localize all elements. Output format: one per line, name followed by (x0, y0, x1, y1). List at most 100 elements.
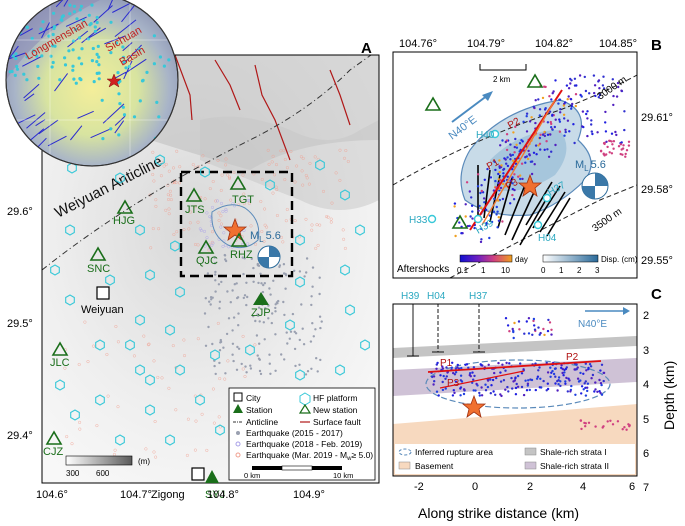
legend-c-box (395, 444, 635, 474)
station-syj (205, 470, 219, 483)
a-ytick-1: 29.6° (7, 206, 33, 218)
legend-station: Station (246, 405, 273, 415)
a-xtick-3: 104.8° (207, 489, 239, 501)
a-xtick-1: 104.6° (36, 489, 68, 501)
c-ytick-2: 3 (643, 345, 649, 357)
label-h33: H33 (409, 215, 428, 226)
station-jlc (51, 341, 69, 356)
panel-c-frame (392, 303, 638, 477)
relief-high-east (200, 116, 379, 210)
station-zjp (253, 292, 269, 305)
fault-trace-b2 (481, 99, 556, 226)
hf-wells-b (427, 129, 552, 230)
legend-city: City (246, 393, 261, 403)
disp-tick-2: 2 (577, 266, 582, 275)
a-xtick-4: 104.9° (293, 489, 325, 501)
c-xtick-3: 2 (527, 481, 533, 493)
scale-bar-white (281, 465, 313, 471)
disp-tick-1: 1 (559, 266, 564, 275)
label-cjz: CJZ (43, 446, 63, 458)
legend-eq1: Earthquake (2015 - 2017) (246, 428, 343, 438)
focal-mechanism-b (581, 172, 609, 200)
b-xtick-3: 104.82° (535, 38, 573, 50)
c-ytick-3: 4 (643, 379, 649, 391)
station-jts (185, 187, 203, 202)
disp-unit: Disp. (cm) (601, 255, 638, 264)
rupture-outline-small (211, 204, 260, 249)
scale-bar-black (252, 466, 282, 470)
direction-label-c: N40°E (578, 319, 607, 330)
label-p1-b: P1 (485, 157, 501, 173)
legend-basement-icon (398, 461, 411, 470)
disp-tick-3: 3 (595, 266, 600, 275)
scale-bar-black-2 (312, 466, 342, 470)
label-h40: H40 (476, 130, 495, 141)
station-qjc (197, 239, 215, 254)
panel-b-frame (392, 51, 638, 279)
magnitude-label-b: ML 5.6 (575, 159, 606, 173)
c-ytick-1: 2 (643, 310, 649, 322)
mainshock-star-b (517, 173, 543, 197)
label-h04-c: H04 (427, 291, 446, 302)
panel-c: N40°E P1 P2 P3 Inferred rupture area Bas… (392, 286, 677, 521)
station-cjz (45, 430, 63, 445)
c-ytick-6: 7 (643, 482, 649, 494)
scale-bar-b (479, 64, 527, 71)
well-labels-c: H39 H04 H37 (401, 291, 488, 302)
patch-labels-c: P1 P2 P3 (440, 352, 579, 389)
legend-new-station: New station (313, 405, 358, 415)
city-zigong-label: Zigong (151, 489, 185, 501)
patch-labels-b: P1 P2 P3 (485, 116, 522, 193)
panel-a-axes: 104.6° 104.7° 104.8° 104.9° 29.6° 29.5° … (7, 206, 325, 501)
label-zjp: ZJP (251, 307, 271, 319)
panel-label-b: B (651, 37, 662, 54)
b-xtick-1: 104.76° (399, 38, 437, 50)
direction-arrowhead-b (482, 91, 493, 101)
legend-shale2-icon (524, 461, 537, 470)
inferred-rupture-area (425, 359, 611, 409)
disp-colorbar (542, 254, 599, 263)
label-p2-c: P2 (566, 352, 579, 363)
day-tick-10: 10 (501, 266, 510, 275)
station-rhz (230, 232, 248, 247)
legend-eq2-icon (235, 441, 241, 447)
mainshock-star-c (461, 394, 487, 418)
legend-a: City Station Anticline HF platform New s… (228, 387, 376, 481)
label-p3-b: P3 (504, 177, 520, 193)
legend-basement: Basement (415, 461, 454, 471)
panel-a: Weiyuan Anticline ML 5.6 (7, 40, 380, 501)
label-h04: H04 (538, 233, 557, 244)
label-jlc: JLC (50, 357, 70, 369)
legend-hf: HF platform (313, 393, 357, 403)
legend-eq1-icon (236, 431, 240, 435)
legend-eq3: Earthquake (Mar. 2019 - Mw≥ 5.0) (246, 450, 373, 462)
wells-c (407, 304, 485, 357)
b-ytick-1: 29.61° (641, 112, 673, 124)
station-tgt (229, 175, 247, 190)
elevation-colorbar (65, 455, 133, 466)
day-tick-0.1: 0.1 (457, 266, 469, 275)
label-p2-b: P2 (506, 116, 522, 132)
patch-p3 (439, 370, 525, 389)
aftershocks-label: Aftershocks (397, 264, 449, 275)
station-snc (89, 246, 107, 261)
panel-b-axes: 104.76° 104.79° 104.82° 104.85° 29.61° 2… (399, 38, 673, 267)
b-xtick-4: 104.85° (599, 38, 637, 50)
c-xtick-5: 6 (629, 481, 635, 493)
b-ytick-2: 29.58° (641, 184, 673, 196)
displacement-core (490, 130, 567, 191)
direction-arrow-b (451, 94, 489, 123)
contour-3500 (449, 184, 637, 278)
label-jts: JTS (185, 204, 205, 216)
elev-tick-300: 300 (66, 469, 80, 478)
station-labels: JTS TGT HJG QJC RHZ SNC ZJP JLC CJZ SYJ (43, 194, 271, 501)
study-area-box (179, 170, 294, 278)
legend-eq3-icon (235, 452, 241, 458)
mainshock-star (222, 217, 248, 241)
b-xtick-2: 104.79° (467, 38, 505, 50)
legend-shale1: Shale-rich strata I (540, 447, 607, 457)
label-snc: SNC (87, 263, 110, 275)
legend-fault: Surface fault (313, 417, 361, 427)
day-colorbar (459, 254, 513, 263)
